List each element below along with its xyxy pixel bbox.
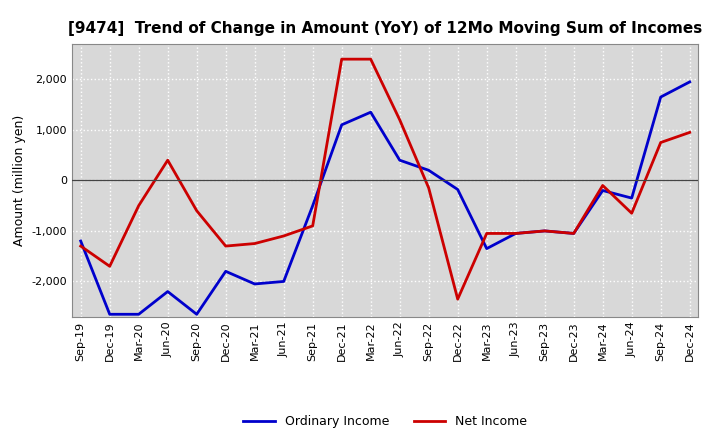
Ordinary Income [76,238,85,244]
Net Income [338,56,346,62]
Ordinary Income [366,110,375,115]
Ordinary Income [657,95,665,100]
Net Income [424,185,433,191]
Ordinary Income [685,79,694,84]
Ordinary Income [395,158,404,163]
Net Income [685,130,694,135]
Ordinary Income [192,312,201,317]
Net Income [105,264,114,269]
Y-axis label: Amount (million yen): Amount (million yen) [13,115,26,246]
Line: Ordinary Income: Ordinary Income [81,82,690,314]
Net Income [657,140,665,145]
Ordinary Income [482,246,491,251]
Net Income [221,243,230,249]
Ordinary Income [511,231,520,236]
Ordinary Income [627,195,636,201]
Ordinary Income [570,231,578,236]
Ordinary Income [338,122,346,128]
Net Income [251,241,259,246]
Net Income [570,231,578,236]
Line: Net Income: Net Income [81,59,690,299]
Ordinary Income [251,281,259,286]
Net Income [366,56,375,62]
Net Income [598,183,607,188]
Ordinary Income [105,312,114,317]
Net Income [163,158,172,163]
Net Income [511,231,520,236]
Ordinary Income [424,168,433,173]
Net Income [627,211,636,216]
Ordinary Income [454,187,462,192]
Net Income [76,243,85,249]
Legend: Ordinary Income, Net Income: Ordinary Income, Net Income [238,411,532,433]
Net Income [395,117,404,122]
Net Income [482,231,491,236]
Ordinary Income [308,203,317,208]
Net Income [308,223,317,228]
Title: [9474]  Trend of Change in Amount (YoY) of 12Mo Moving Sum of Incomes: [9474] Trend of Change in Amount (YoY) o… [68,21,702,36]
Ordinary Income [279,279,288,284]
Net Income [279,233,288,238]
Net Income [454,297,462,302]
Net Income [541,228,549,234]
Ordinary Income [163,289,172,294]
Ordinary Income [221,269,230,274]
Ordinary Income [135,312,143,317]
Net Income [135,203,143,208]
Ordinary Income [598,188,607,193]
Ordinary Income [541,228,549,234]
Net Income [192,208,201,213]
